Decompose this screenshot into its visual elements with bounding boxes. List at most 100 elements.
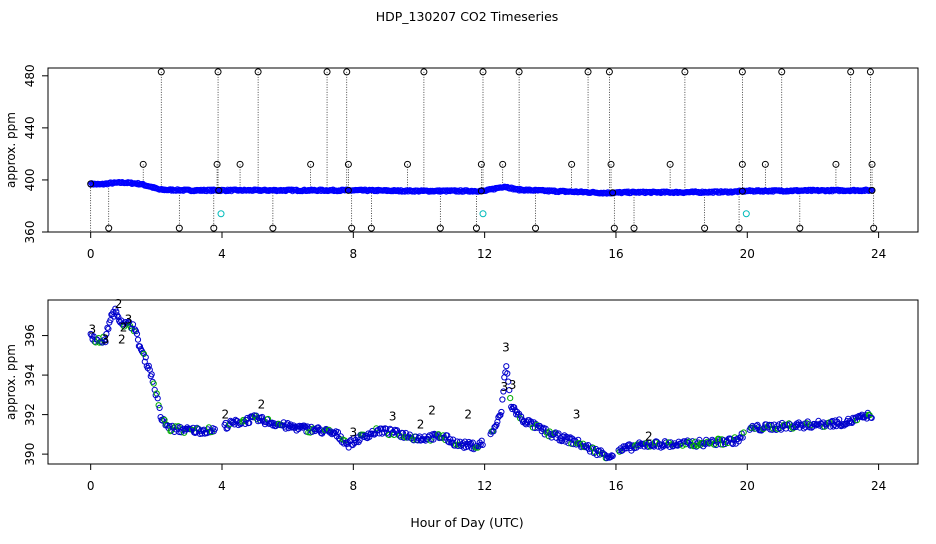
bottom-data-point bbox=[145, 362, 152, 369]
bottom-data-point bbox=[133, 330, 141, 337]
top-mid-spike-point bbox=[477, 160, 485, 168]
top-raw-point bbox=[344, 186, 352, 194]
bottom-data-point bbox=[112, 305, 119, 312]
bottom-data-point bbox=[539, 425, 546, 433]
bottom-label-2: 2 bbox=[221, 408, 229, 422]
top-low-spike-point bbox=[348, 224, 356, 232]
top-low-spike-point bbox=[105, 224, 113, 232]
bottom-data-point bbox=[518, 413, 525, 420]
bottom-data-point bbox=[324, 427, 332, 434]
bottom-data-point bbox=[804, 418, 811, 425]
top-mid-spike-point bbox=[307, 160, 315, 168]
top-high-spike-point bbox=[778, 68, 786, 76]
bottom-data-point bbox=[129, 321, 137, 328]
top-high-spike-point bbox=[343, 68, 351, 76]
bottom-label-2: 2 bbox=[120, 321, 128, 335]
bottom-data-point bbox=[366, 433, 373, 440]
bottom-data-points bbox=[87, 305, 875, 462]
bottom-data-point bbox=[96, 339, 103, 346]
top-high-spike-point bbox=[866, 68, 874, 76]
bottom-data-point bbox=[463, 440, 470, 447]
top-mid-spike-point bbox=[344, 160, 352, 168]
bottom-data-point bbox=[623, 445, 630, 452]
bottom-data-point bbox=[246, 419, 253, 426]
top-low-spike-point bbox=[532, 224, 540, 232]
bottom-data-point bbox=[334, 429, 341, 436]
top-low-spike-point bbox=[701, 224, 709, 232]
top-high-spike-point bbox=[323, 68, 331, 76]
bottom-data-point bbox=[430, 436, 437, 443]
bottom-data-point bbox=[150, 380, 157, 387]
bottom-x-tick-label: 8 bbox=[350, 479, 358, 493]
bottom-x-tick-label: 20 bbox=[740, 479, 755, 493]
top-mid-spike-point bbox=[213, 160, 221, 168]
bottom-label-2: 2 bbox=[645, 429, 653, 443]
top-y-tick-label: 360 bbox=[23, 221, 37, 244]
top-x-tick-label: 8 bbox=[350, 247, 358, 261]
bottom-data-point bbox=[511, 404, 518, 411]
top-mid-spike-point bbox=[868, 160, 876, 168]
top-mid-spike-point bbox=[832, 160, 840, 168]
top-mid-spike-point bbox=[607, 160, 615, 168]
bottom-data-point bbox=[132, 328, 140, 335]
top-high-spike-point bbox=[157, 68, 165, 76]
bottom-data-point bbox=[507, 395, 514, 402]
top-high-spike-point bbox=[515, 68, 523, 76]
top-spike-points bbox=[87, 68, 878, 232]
bottom-label-2: 2 bbox=[417, 417, 425, 431]
bottom-data-point bbox=[789, 425, 797, 432]
top-low-spike-point bbox=[367, 224, 375, 232]
bottom-data-point bbox=[868, 414, 875, 421]
bottom-label-2: 2 bbox=[464, 408, 472, 422]
bottom-data-point bbox=[566, 435, 573, 442]
top-x-tick-label: 4 bbox=[218, 247, 226, 261]
top-high-spike-point bbox=[420, 68, 428, 76]
bottom-label-2: 2 bbox=[118, 332, 126, 346]
top-mid-spike-point bbox=[403, 160, 411, 168]
bottom-data-point bbox=[792, 423, 800, 431]
bottom-data-point bbox=[512, 407, 519, 414]
top-spike-lines bbox=[90, 71, 875, 232]
top-high-spike-point bbox=[584, 68, 592, 76]
top-raw-point bbox=[215, 186, 223, 194]
bottom-data-point bbox=[574, 440, 581, 447]
top-y-tick-label: 480 bbox=[23, 64, 37, 87]
bottom-data-point bbox=[447, 436, 454, 443]
bottom-data-point bbox=[139, 349, 146, 356]
bottom-data-point bbox=[505, 378, 512, 385]
top-mid-spike-point bbox=[139, 160, 147, 168]
bottom-data-point bbox=[729, 440, 736, 448]
bottom-data-point bbox=[498, 408, 505, 416]
top-x-tick-label: 12 bbox=[477, 247, 492, 261]
bottom-data-point bbox=[242, 420, 249, 427]
bottom-data-point bbox=[123, 319, 130, 326]
top-flagged-point bbox=[742, 210, 750, 218]
bottom-data-point bbox=[840, 421, 847, 428]
bottom-data-point bbox=[497, 412, 504, 419]
bottom-data-point bbox=[163, 421, 170, 428]
bottom-data-point bbox=[454, 438, 461, 445]
bottom-label-3: 3 bbox=[102, 332, 110, 346]
bottom-data-point bbox=[301, 422, 308, 429]
top-flagged-point bbox=[479, 210, 487, 218]
bottom-x-tick-label: 24 bbox=[871, 479, 886, 493]
bottom-plot-frame bbox=[47, 299, 919, 465]
bottom-data-point bbox=[769, 426, 776, 433]
top-low-spike-point bbox=[436, 224, 444, 232]
bottom-data-point bbox=[514, 408, 521, 416]
top-plot-frame bbox=[47, 67, 919, 233]
top-mid-spike-point bbox=[236, 160, 244, 168]
top-x-tick-label: 0 bbox=[87, 247, 95, 261]
top-y-tick-label: 400 bbox=[23, 168, 37, 191]
top-baseline-points bbox=[87, 179, 875, 197]
top-mid-spike-point bbox=[738, 160, 746, 168]
bottom-label-2: 2 bbox=[428, 404, 436, 418]
bottom-data-point bbox=[712, 440, 719, 447]
bottom-label-3: 3 bbox=[389, 410, 397, 424]
top-mid-spike-point bbox=[666, 160, 674, 168]
top-raw-point bbox=[738, 187, 746, 195]
top-low-spike-point bbox=[870, 224, 878, 232]
top-panel: 0 4 8 12 16 20 24 360 400 440 480 approx. ppm bbox=[4, 64, 919, 261]
